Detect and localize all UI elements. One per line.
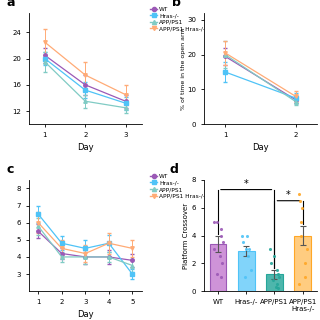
Point — [247, 247, 252, 252]
Point — [212, 219, 217, 224]
Bar — [210, 244, 227, 291]
Text: a: a — [6, 0, 15, 9]
Point — [215, 272, 220, 277]
Point — [217, 254, 222, 259]
Point — [273, 284, 278, 290]
Point — [220, 240, 225, 245]
Point — [276, 272, 281, 277]
Point — [275, 286, 280, 291]
Point — [275, 282, 280, 287]
Text: b: b — [172, 0, 181, 9]
Point — [244, 233, 249, 238]
Point — [248, 268, 253, 273]
Point — [303, 261, 308, 266]
Point — [239, 233, 244, 238]
Point — [219, 261, 224, 266]
Legend: WT, Hras-/-, APP/PS1, APP/PS1 Hras-/-: WT, Hras-/-, APP/PS1, APP/PS1 Hras-/- — [150, 7, 205, 31]
Point — [211, 247, 216, 252]
Bar — [238, 251, 255, 291]
Bar — [266, 275, 283, 291]
Point — [297, 198, 302, 203]
X-axis label: Day: Day — [252, 143, 269, 152]
Point — [218, 275, 223, 280]
Y-axis label: Platform Crossover: Platform Crossover — [183, 203, 189, 268]
Point — [215, 219, 220, 224]
X-axis label: Day: Day — [77, 310, 93, 319]
Y-axis label: % of time in the open arm: % of time in the open arm — [181, 27, 186, 110]
Bar — [294, 236, 311, 291]
Point — [243, 247, 248, 252]
Text: d: d — [170, 163, 179, 176]
Point — [272, 254, 277, 259]
Point — [269, 261, 274, 266]
X-axis label: Day: Day — [77, 143, 93, 152]
Point — [297, 282, 302, 287]
Point — [270, 277, 276, 283]
Point — [302, 275, 307, 280]
Point — [299, 219, 304, 224]
Legend: WT, Hras-/-, APP/PS1, APP/PS1 Hras-/-: WT, Hras-/-, APP/PS1, APP/PS1 Hras-/- — [150, 174, 205, 198]
Text: c: c — [6, 163, 13, 176]
Point — [241, 240, 246, 245]
Point — [296, 191, 301, 196]
Point — [242, 275, 247, 280]
Point — [218, 226, 223, 231]
Point — [300, 205, 305, 210]
Point — [245, 254, 250, 259]
Text: *: * — [244, 179, 249, 189]
Point — [267, 247, 272, 252]
Text: *: * — [286, 190, 291, 200]
Point — [218, 233, 223, 238]
Point — [298, 233, 303, 238]
Point — [305, 247, 310, 252]
Point — [277, 275, 282, 280]
Point — [275, 268, 280, 273]
